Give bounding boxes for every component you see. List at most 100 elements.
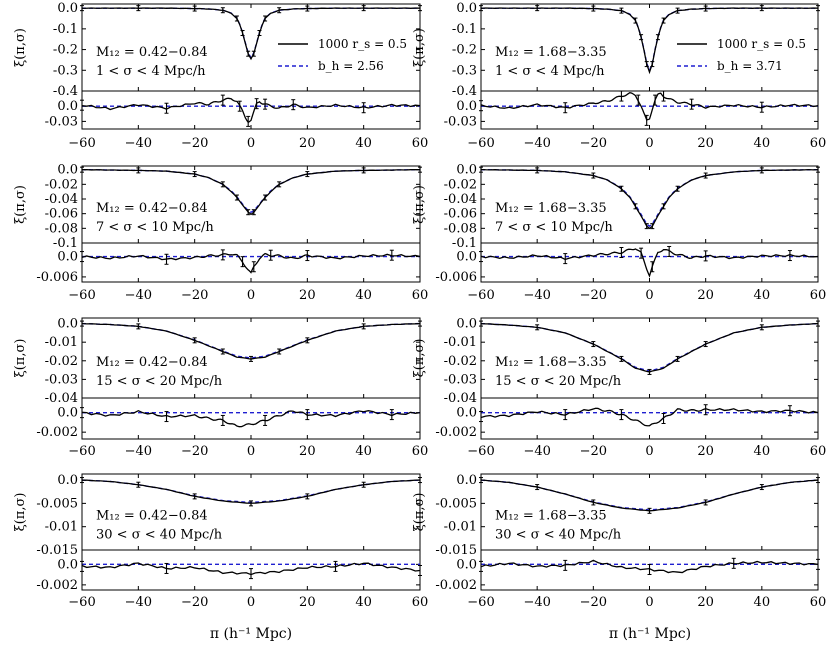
sigma-range-label: 15 < σ < 20 Mpc/h: [495, 374, 622, 389]
y-tick-label: -0.002: [435, 578, 477, 593]
panels-group: 0.0-0.1-0.2-0.3-0.40.0-0.03−60 −40 −20 0 20 4…: [13, 1, 826, 610]
x-tick-label: −40: [125, 595, 152, 610]
x-tick-label: −20: [580, 288, 607, 303]
legend-measured-label: 1000 r_s = 0.5: [318, 37, 407, 51]
y-tick-label: -0.1: [452, 236, 477, 251]
y-tick-label: -0.1: [53, 22, 78, 37]
sigma-range-label: 7 < σ < 10 Mpc/h: [495, 220, 613, 235]
model-series-line: [480, 168, 819, 228]
measured-series-line: [81, 7, 421, 61]
x-axis-label-right: π (h⁻¹ Mpc): [609, 626, 691, 642]
x-tick-label: −20: [181, 444, 208, 459]
mass-range-label: M₁₂ = 1.68−3.35: [495, 355, 607, 370]
x-tick-label: 0: [645, 288, 653, 303]
x-tick-label: 0: [247, 444, 255, 459]
x-tick-label: 40: [355, 595, 372, 610]
x-tick-label: −60: [68, 288, 95, 303]
mass-range-label: M₁₂ = 0.42−0.84: [96, 355, 208, 370]
measured-series-line: [81, 479, 421, 504]
mass-range-label: M₁₂ = 0.42−0.84: [96, 509, 208, 524]
y-tick-label: -0.08: [444, 221, 477, 236]
x-tick-label: 40: [754, 595, 771, 610]
panel-1-0: 0.0-0.02-0.04-0.06-0.08-0.10.0-0.006−60−…: [13, 163, 428, 303]
x-tick-label: 0: [247, 595, 255, 610]
residual-line: [480, 92, 819, 121]
x-tick-label: −60: [68, 444, 95, 459]
y-tick-label: -0.002: [36, 425, 78, 440]
x-tick-label: −20: [181, 288, 208, 303]
y-tick-label: -0.015: [36, 543, 78, 558]
y-tick-label: 0.0: [456, 163, 477, 178]
y-tick-label: -0.006: [435, 270, 477, 285]
y-tick-label: -0.04: [444, 192, 477, 207]
y-axis-label: ξ(π,σ): [412, 28, 427, 67]
y-tick-label: 0.0: [57, 1, 78, 16]
x-tick-label: −40: [523, 444, 550, 459]
residual-frame: [480, 90, 819, 130]
panel-0-1: 0.0-0.1-0.2-0.3-0.40.0-0.03−60 −40 −20 0 20 4…: [412, 1, 826, 151]
y-tick-label: 0.0: [57, 163, 78, 178]
legend-model-label: b_h = 2.56: [318, 59, 384, 73]
x-tick-label: 40: [754, 288, 771, 303]
x-tick-label: 40: [355, 444, 372, 459]
y-tick-label: -0.1: [452, 22, 477, 37]
measured-series-line: [81, 322, 421, 360]
x-tick-label: 20: [299, 136, 316, 151]
model-series-line: [81, 322, 421, 359]
x-tick-label: 0: [247, 136, 255, 151]
x-tick-label: −60: [68, 136, 95, 151]
x-tick-label: 40: [754, 444, 771, 459]
x-tick-label: −40: [523, 595, 550, 610]
y-axis-label: ξ(π,σ): [412, 185, 427, 224]
residual-frame: [81, 242, 421, 283]
y-tick-label: 0.0: [456, 317, 477, 332]
y-tick-label: 0.0: [456, 1, 477, 16]
y-tick-label: -0.02: [444, 177, 477, 192]
residual-line: [81, 97, 421, 124]
residual-frame: [480, 397, 819, 440]
x-tick-label: 60: [810, 288, 827, 303]
measured-series-line: [480, 479, 819, 512]
x-tick-label: 20: [299, 595, 316, 610]
sigma-range-label: 30 < σ < 40 Mpc/h: [495, 528, 622, 543]
x-tick-label: −20: [580, 136, 607, 151]
y-tick-label: 0.0: [57, 99, 78, 114]
y-tick-label: -0.04: [444, 391, 477, 406]
y-axis-label: ξ(π,σ): [13, 339, 28, 378]
y-tick-label: -0.005: [36, 496, 78, 511]
y-tick-label: 0.0: [57, 557, 78, 572]
x-tick-label: 20: [697, 595, 714, 610]
y-tick-label: -0.02: [45, 354, 78, 369]
model-series-line: [81, 479, 421, 504]
measured-series-line: [480, 168, 819, 230]
y-tick-label: -0.3: [53, 63, 78, 78]
x-axis-label-left: π (h⁻¹ Mpc): [210, 626, 292, 642]
y-tick-label: -0.4: [452, 84, 477, 99]
y-tick-label: 0.0: [456, 250, 477, 265]
x-tick-label: −20: [580, 595, 607, 610]
y-tick-label: 0.0: [456, 99, 477, 114]
y-tick-label: -0.04: [45, 391, 78, 406]
y-axis-label: ξ(π,σ): [13, 28, 28, 67]
residual-line: [480, 248, 819, 278]
y-tick-label: 0.0: [456, 473, 477, 488]
y-tick-label: -0.02: [444, 354, 477, 369]
x-tick-label: 0: [645, 444, 653, 459]
x-tick-label: 60: [810, 595, 827, 610]
x-tick-label: 20: [299, 444, 316, 459]
y-tick-label: -0.03: [444, 372, 477, 387]
sigma-range-label: 1 < σ < 4 Mpc/h: [495, 64, 605, 79]
residual-line: [480, 407, 819, 427]
panel-2-0: 0.0-0.01-0.02-0.03-0.040.0-0.002−60 −40 −2…: [13, 317, 428, 459]
mass-range-label: M₁₂ = 0.42−0.84: [96, 45, 208, 60]
y-tick-label: 0.0: [57, 473, 78, 488]
panel-2-1: 0.0-0.01-0.02-0.03-0.040.0-0.002−60 −40 −2…: [412, 317, 826, 459]
y-tick-label: -0.06: [444, 207, 477, 222]
y-tick-label: 0.0: [57, 406, 78, 421]
y-tick-label: -0.01: [444, 520, 477, 535]
x-tick-label: −60: [68, 595, 95, 610]
mass-range-label: M₁₂ = 0.42−0.84: [96, 201, 208, 216]
y-tick-label: -0.4: [53, 84, 78, 99]
